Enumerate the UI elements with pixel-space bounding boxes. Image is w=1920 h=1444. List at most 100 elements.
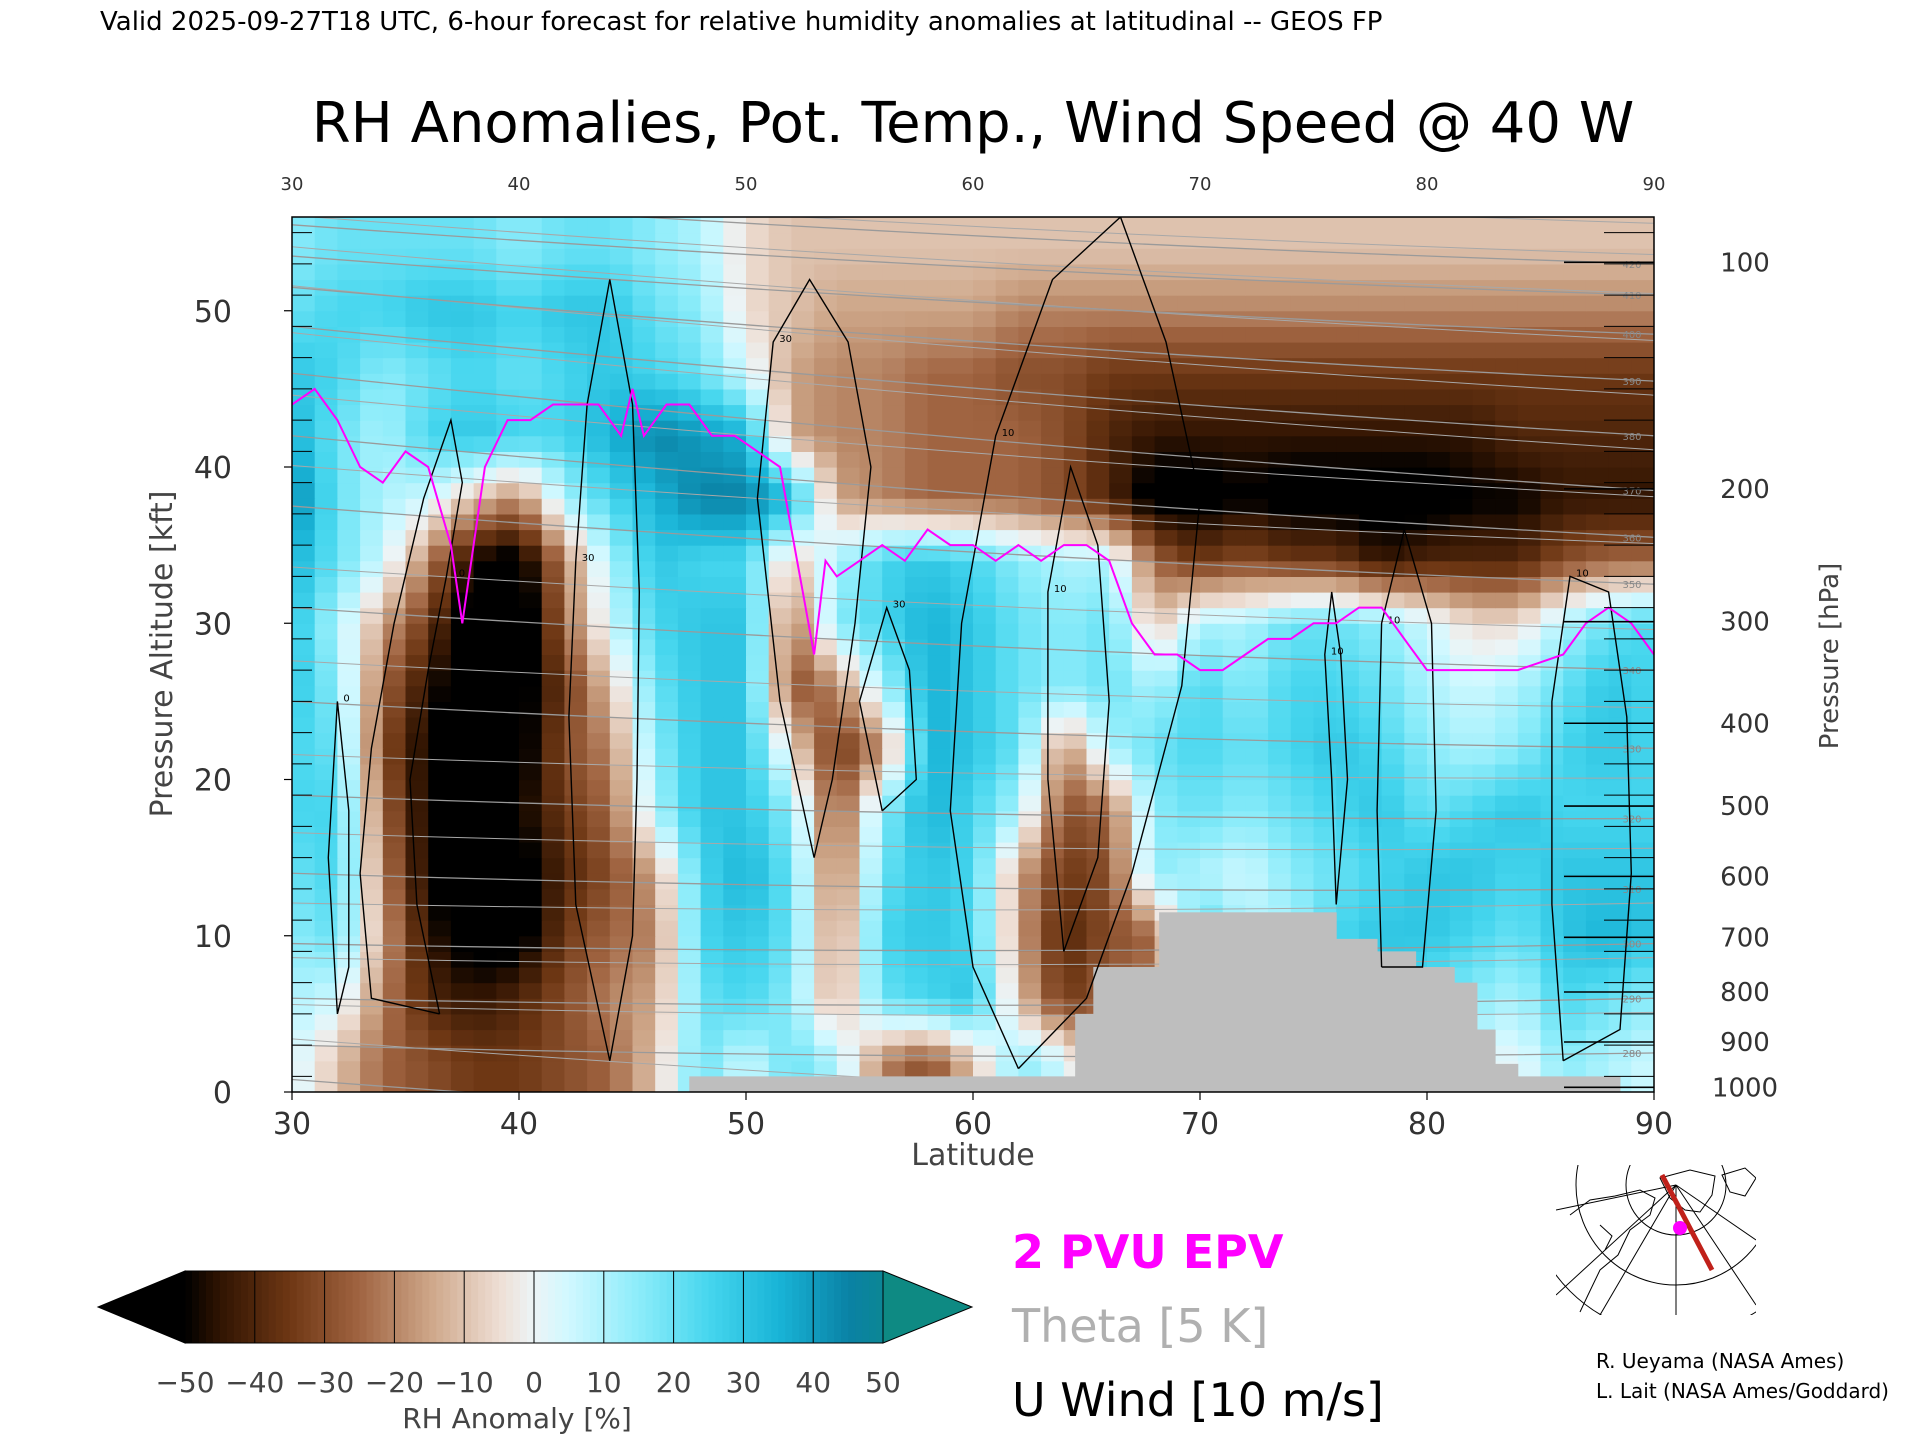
- heat-cell: [587, 920, 611, 937]
- heat-cell: [677, 717, 702, 734]
- heat-cell: [496, 732, 520, 749]
- heat-cell: [314, 732, 338, 749]
- heat-cell: [1381, 904, 1405, 921]
- heat-cell: [1472, 513, 1496, 531]
- heat-cell: [768, 623, 792, 640]
- heat-cell: [768, 607, 792, 624]
- y-right-tick-label: 1000: [1712, 1073, 1778, 1103]
- heat-cell: [360, 967, 384, 984]
- heat-cell: [746, 279, 770, 296]
- heat-cell: [1131, 920, 1156, 937]
- heat-cell: [1313, 560, 1337, 577]
- heat-cell: [904, 920, 929, 937]
- colorbar-cell: [198, 1271, 207, 1343]
- heat-cell: [1427, 451, 1451, 468]
- heat-cell: [1290, 263, 1315, 281]
- heat-cell: [882, 842, 906, 859]
- heat-cell: [995, 763, 1019, 781]
- heat-cell: [655, 404, 679, 421]
- heat-cell: [973, 420, 997, 437]
- heat-cell: [337, 576, 361, 593]
- heat-cell: [882, 592, 906, 609]
- heat-cell: [1495, 857, 1519, 874]
- heat-cell: [609, 1045, 634, 1062]
- map-marker: [1673, 1221, 1687, 1235]
- heat-cell: [723, 498, 747, 515]
- heat-cell: [1313, 342, 1337, 359]
- heat-cell: [1358, 232, 1383, 249]
- heat-cell: [1041, 701, 1065, 718]
- heat-cell: [541, 310, 565, 327]
- heat-cell: [1131, 467, 1156, 484]
- heat-cell: [1041, 904, 1065, 921]
- heat-cell: [632, 560, 656, 577]
- heat-cell: [564, 967, 588, 984]
- heat-cell: [1041, 404, 1065, 421]
- heat-cell: [859, 1013, 883, 1031]
- heat-cell: [1381, 888, 1405, 906]
- heat-cell: [473, 373, 497, 390]
- heat-cell: [1109, 451, 1133, 468]
- heat-cell: [382, 982, 407, 999]
- heat-cell: [950, 701, 974, 718]
- heat-cell: [450, 1013, 475, 1031]
- heat-cell: [1449, 888, 1473, 906]
- theta-contour-305: [292, 902, 1654, 911]
- heat-cell: [428, 654, 452, 671]
- heat-cell: [314, 685, 338, 702]
- heat-cell: [496, 357, 520, 374]
- heat-cell: [1449, 248, 1473, 265]
- heat-cell: [1290, 248, 1315, 265]
- x-tick-label: 60: [954, 1107, 992, 1142]
- heat-cell: [1290, 279, 1315, 296]
- heat-cell: [904, 638, 929, 656]
- heat-cell: [1290, 795, 1315, 812]
- heat-cell: [973, 982, 997, 999]
- heat-cell: [1109, 326, 1133, 343]
- heat-cell: [1290, 638, 1315, 656]
- heat-cell: [473, 232, 497, 249]
- heat-cell: [700, 1060, 724, 1077]
- heat-cell: [1200, 263, 1224, 281]
- colorbar-cell: [478, 1271, 486, 1343]
- heat-cell: [314, 763, 338, 781]
- heat-cell: [882, 670, 906, 687]
- heat-cell: [973, 529, 997, 546]
- heat-cell: [950, 935, 974, 952]
- heat-cell: [609, 904, 634, 921]
- heat-cell: [655, 248, 679, 265]
- heat-cell: [1086, 795, 1110, 812]
- heat-cell: [700, 1013, 724, 1031]
- theta-contour-label: 400: [1622, 330, 1641, 341]
- heat-cell: [1177, 217, 1201, 234]
- heat-cell: [632, 857, 656, 874]
- heat-cell: [859, 498, 883, 515]
- heat-cell: [1358, 248, 1383, 265]
- heat-cell: [405, 763, 429, 781]
- heat-cell: [1018, 951, 1042, 968]
- heat-cell: [541, 1045, 565, 1062]
- heat-cell: [1381, 873, 1405, 890]
- heat-cell: [973, 904, 997, 921]
- theta-contour-300: [292, 942, 1654, 952]
- terrain-block: [689, 1076, 1076, 1092]
- heat-cell: [791, 342, 815, 359]
- heat-cell: [927, 1045, 951, 1062]
- heat-cell: [1041, 420, 1065, 437]
- heat-cell: [1427, 482, 1451, 499]
- heat-cell: [1427, 717, 1451, 734]
- heat-cell: [1608, 779, 1632, 796]
- heat-cell: [1631, 888, 1654, 906]
- heat-cell: [1427, 873, 1451, 890]
- heat-cell: [1131, 326, 1156, 343]
- colorbar-tick-label: 50: [865, 1366, 901, 1399]
- heat-cell: [1063, 654, 1088, 671]
- colorbar-cell: [401, 1271, 409, 1343]
- heat-cell: [882, 685, 906, 702]
- heat-cell: [1109, 576, 1133, 593]
- heat-cell: [609, 248, 634, 265]
- heat-cell: [973, 560, 997, 577]
- heat-cell: [1290, 748, 1315, 765]
- heat-cell: [587, 638, 611, 656]
- heat-cell: [1495, 342, 1519, 359]
